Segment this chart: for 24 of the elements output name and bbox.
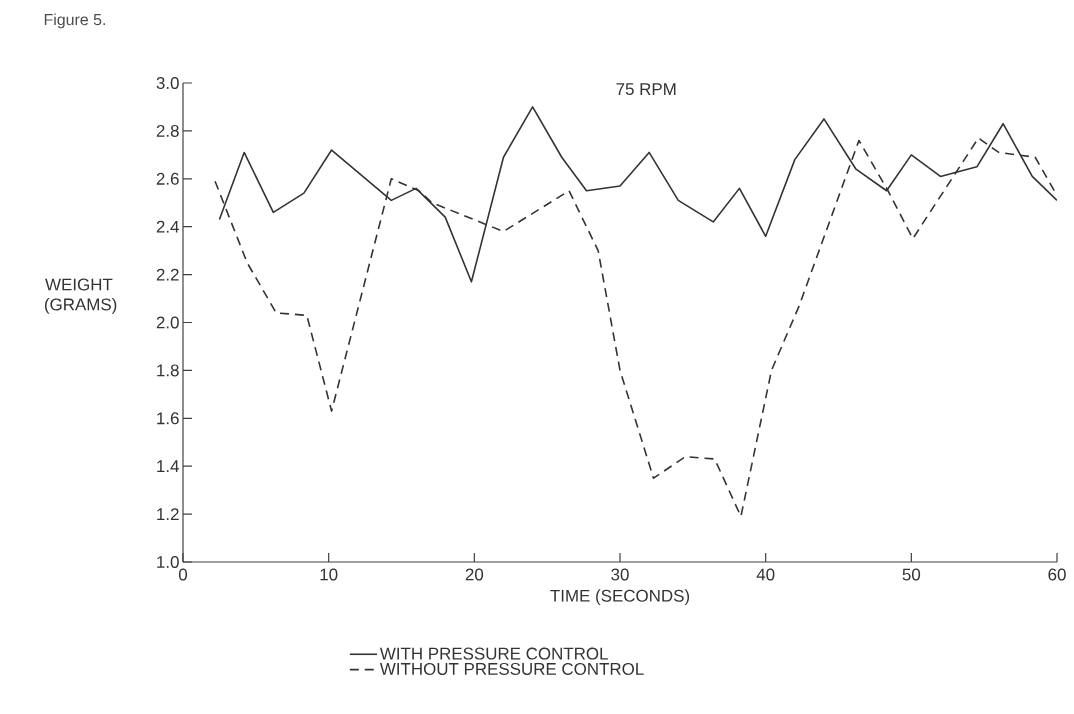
y-tick-label: 2.2: [156, 268, 179, 281]
y-tick-label: 1.4: [157, 460, 179, 473]
y-tick-label: 3.0: [156, 77, 179, 89]
x-tick-label: 10: [320, 568, 338, 581]
x-tick-label: 50: [902, 568, 921, 581]
legend-label: WITHOUT PRESSURE CONTROL: [379, 662, 644, 675]
x-tick-label: 40: [756, 568, 775, 581]
y-tick-label: 1.0: [157, 556, 179, 568]
y-tick-label: 2.4: [156, 220, 179, 233]
x-tick-label: 60: [1048, 568, 1066, 581]
y-tick-label: 2.0: [156, 316, 179, 329]
x-tick-label: 30: [611, 568, 629, 581]
y-tick-label: 2.8: [156, 124, 179, 137]
chart-title: 75 RPM: [616, 83, 676, 96]
legend-label: WITH PRESSURE CONTROL: [379, 647, 608, 660]
y-tick-label: 1.2: [157, 508, 179, 521]
caption: Figure 5.: [44, 13, 105, 29]
y-tick-label: 1.8: [157, 364, 179, 377]
x-axis-title: TIME (SECONDS): [550, 589, 690, 606]
y-tick-label: 2.6: [156, 172, 179, 185]
x-tick-label: 20: [465, 568, 484, 581]
y-tick-label: 1.6: [157, 412, 179, 425]
x-tick-label: 0: [178, 568, 188, 581]
y-axis-title: WEIGHT (GRAMS): [44, 278, 117, 314]
